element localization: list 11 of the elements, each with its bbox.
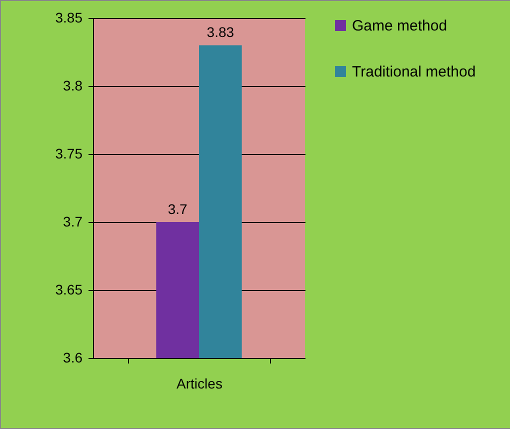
data-label: 3.83	[206, 24, 234, 40]
x-tick-label: Articles	[176, 376, 222, 392]
y-tick-label: 3.7	[63, 214, 83, 230]
y-tick-label: 3.6	[63, 350, 83, 366]
legend-label: Traditional method	[352, 64, 476, 80]
y-tick-label: 3.75	[55, 146, 83, 162]
data-label: 3.7	[168, 201, 188, 217]
y-tick-label: 3.8	[63, 78, 83, 94]
y-tick-label: 3.85	[55, 10, 83, 26]
y-tick-label: 3.65	[55, 282, 83, 298]
legend-label: Game method	[352, 18, 448, 34]
